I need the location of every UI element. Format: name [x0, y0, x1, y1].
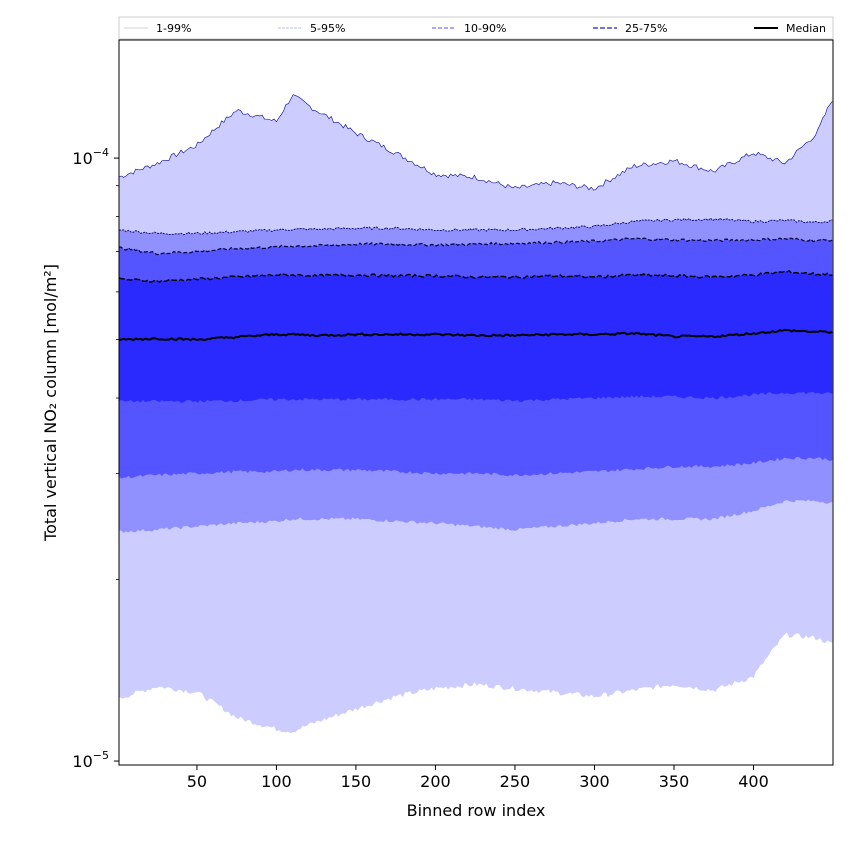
legend-label: 5-95%: [310, 22, 345, 35]
percentile-bands: [119, 94, 833, 734]
y-tick-label: 10−5: [72, 749, 109, 771]
legend-label: Median: [786, 22, 826, 35]
y-axis-label: Total vertical NO₂ column [mol/m²]: [41, 264, 60, 542]
legend-box: [118, 16, 834, 40]
y-axis: 10−5 10−4: [72, 146, 119, 771]
percentile-lines: [118, 94, 833, 283]
median-line: [118, 328, 833, 342]
band-upper-line-25-to-75: [118, 269, 833, 283]
x-tick-label: 350: [659, 772, 690, 791]
x-tick-label: 100: [261, 772, 292, 791]
legend-label: 10-90%: [464, 22, 506, 35]
legend-label: 25-75%: [625, 22, 667, 35]
x-tick-label: 400: [738, 772, 769, 791]
plot-frame: [118, 39, 834, 766]
band-25-to-75: [119, 270, 833, 403]
band-upper-line-10-to-90: [118, 237, 833, 256]
x-tick-label: 150: [341, 772, 372, 791]
legend-label: 1-99%: [156, 22, 191, 35]
band-upper-line-5-to-95: [118, 217, 833, 236]
x-axis-label: Binned row index: [407, 801, 546, 820]
y-tick-label: 10−4: [72, 146, 109, 168]
x-tick-label: 50: [187, 772, 207, 791]
legend: 1-99% 5-95% 10-90% 25-75% Median: [118, 16, 834, 40]
x-axis: 50 100 150 200 250 300 350 400: [187, 765, 769, 791]
band-upper-line-1-to-99: [118, 94, 833, 191]
x-tick-label: 200: [420, 772, 451, 791]
x-tick-label: 300: [579, 772, 610, 791]
median-series: [118, 328, 833, 342]
x-tick-label: 250: [500, 772, 531, 791]
